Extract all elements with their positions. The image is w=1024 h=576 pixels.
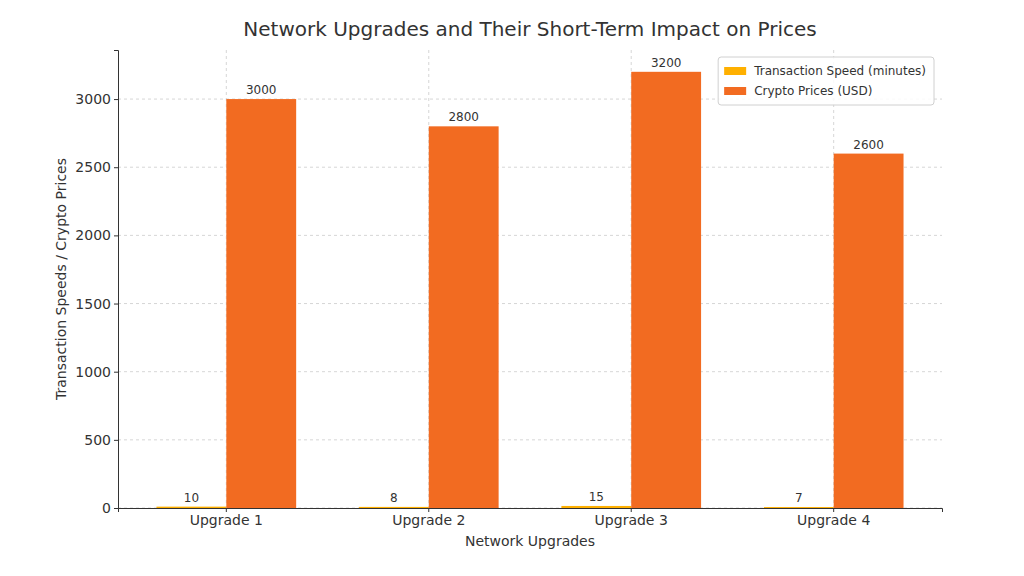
bar [561, 506, 631, 508]
chart: 10 8 15 7 3000 2800 3200 2600 0 500 1000 1500 2000 25… [0, 0, 1024, 576]
x-tick-label: Upgrade 2 [392, 512, 465, 528]
legend-item: Transaction Speed (minutes) [724, 64, 926, 78]
bar [834, 154, 904, 508]
y-tick-mark [114, 440, 118, 441]
y-tick-label: 2500 [75, 159, 111, 175]
bar [631, 72, 701, 508]
legend-label: Crypto Prices (USD) [754, 84, 872, 98]
legend-label: Transaction Speed (minutes) [753, 64, 926, 78]
y-tick: 2000 [75, 227, 118, 243]
legend: Transaction Speed (minutes) Crypto Prices… [718, 57, 934, 105]
y-tick-mark [114, 235, 118, 236]
y-tick-label: 1000 [75, 364, 111, 380]
data-label: 8 [390, 491, 398, 505]
legend-box [718, 57, 934, 105]
x-tick-label: Upgrade 1 [190, 512, 263, 528]
y-tick: 1500 [75, 296, 118, 312]
data-labels: 10 8 15 7 3000 2800 3200 2600 [184, 56, 884, 505]
bar [156, 507, 226, 508]
y-tick-mark [114, 372, 118, 373]
y-tick: 2500 [75, 159, 118, 175]
bar [359, 507, 429, 508]
x-tick-label: Upgrade 4 [797, 512, 870, 528]
y-tick-mark [114, 304, 118, 305]
x-tick: Upgrade 3 [595, 508, 668, 528]
y-tick-label: 500 [84, 432, 111, 448]
x-tick-label: Upgrade 3 [595, 512, 668, 528]
y-tick-label: 0 [102, 500, 111, 516]
legend-swatch [724, 87, 746, 95]
y-tick-label: 2000 [75, 227, 111, 243]
x-tick: Upgrade 1 [190, 508, 263, 528]
data-label: 3200 [651, 56, 682, 70]
y-tick: 500 [84, 432, 118, 448]
y-axis: 0 500 1000 1500 2000 2500 3000 [75, 51, 118, 516]
data-label: 2800 [448, 110, 479, 124]
data-label: 2600 [853, 138, 884, 152]
bar [429, 126, 499, 508]
y-tick-mark [114, 508, 118, 509]
y-tick-label: 1500 [75, 296, 111, 312]
x-tick: Upgrade 4 [797, 508, 870, 528]
data-label: 7 [795, 491, 803, 505]
bars [156, 72, 903, 508]
y-tick: 0 [102, 500, 118, 516]
y-tick: 3000 [75, 91, 118, 107]
y-axis-line [114, 51, 119, 509]
data-label: 15 [589, 490, 604, 504]
data-label: 10 [184, 491, 199, 505]
x-axis-title: Network Upgrades [465, 533, 595, 549]
y-tick-mark [114, 167, 118, 168]
x-tick: Upgrade 2 [392, 508, 465, 528]
y-tick-mark [114, 99, 118, 100]
y-tick-label: 3000 [75, 91, 111, 107]
legend-swatch [724, 67, 746, 75]
x-axis: Upgrade 1 Upgrade 2 Upgrade 3 Upgrade 4 [119, 508, 943, 528]
bar [226, 99, 296, 508]
y-axis-title: Transaction Speeds / Crypto Prices [53, 158, 69, 401]
legend-item: Crypto Prices (USD) [724, 84, 872, 98]
bar [764, 507, 834, 508]
data-label: 3000 [246, 83, 277, 97]
y-tick: 1000 [75, 364, 118, 380]
title: Network Upgrades and Their Short-Term Im… [243, 17, 816, 41]
grid [118, 50, 942, 508]
